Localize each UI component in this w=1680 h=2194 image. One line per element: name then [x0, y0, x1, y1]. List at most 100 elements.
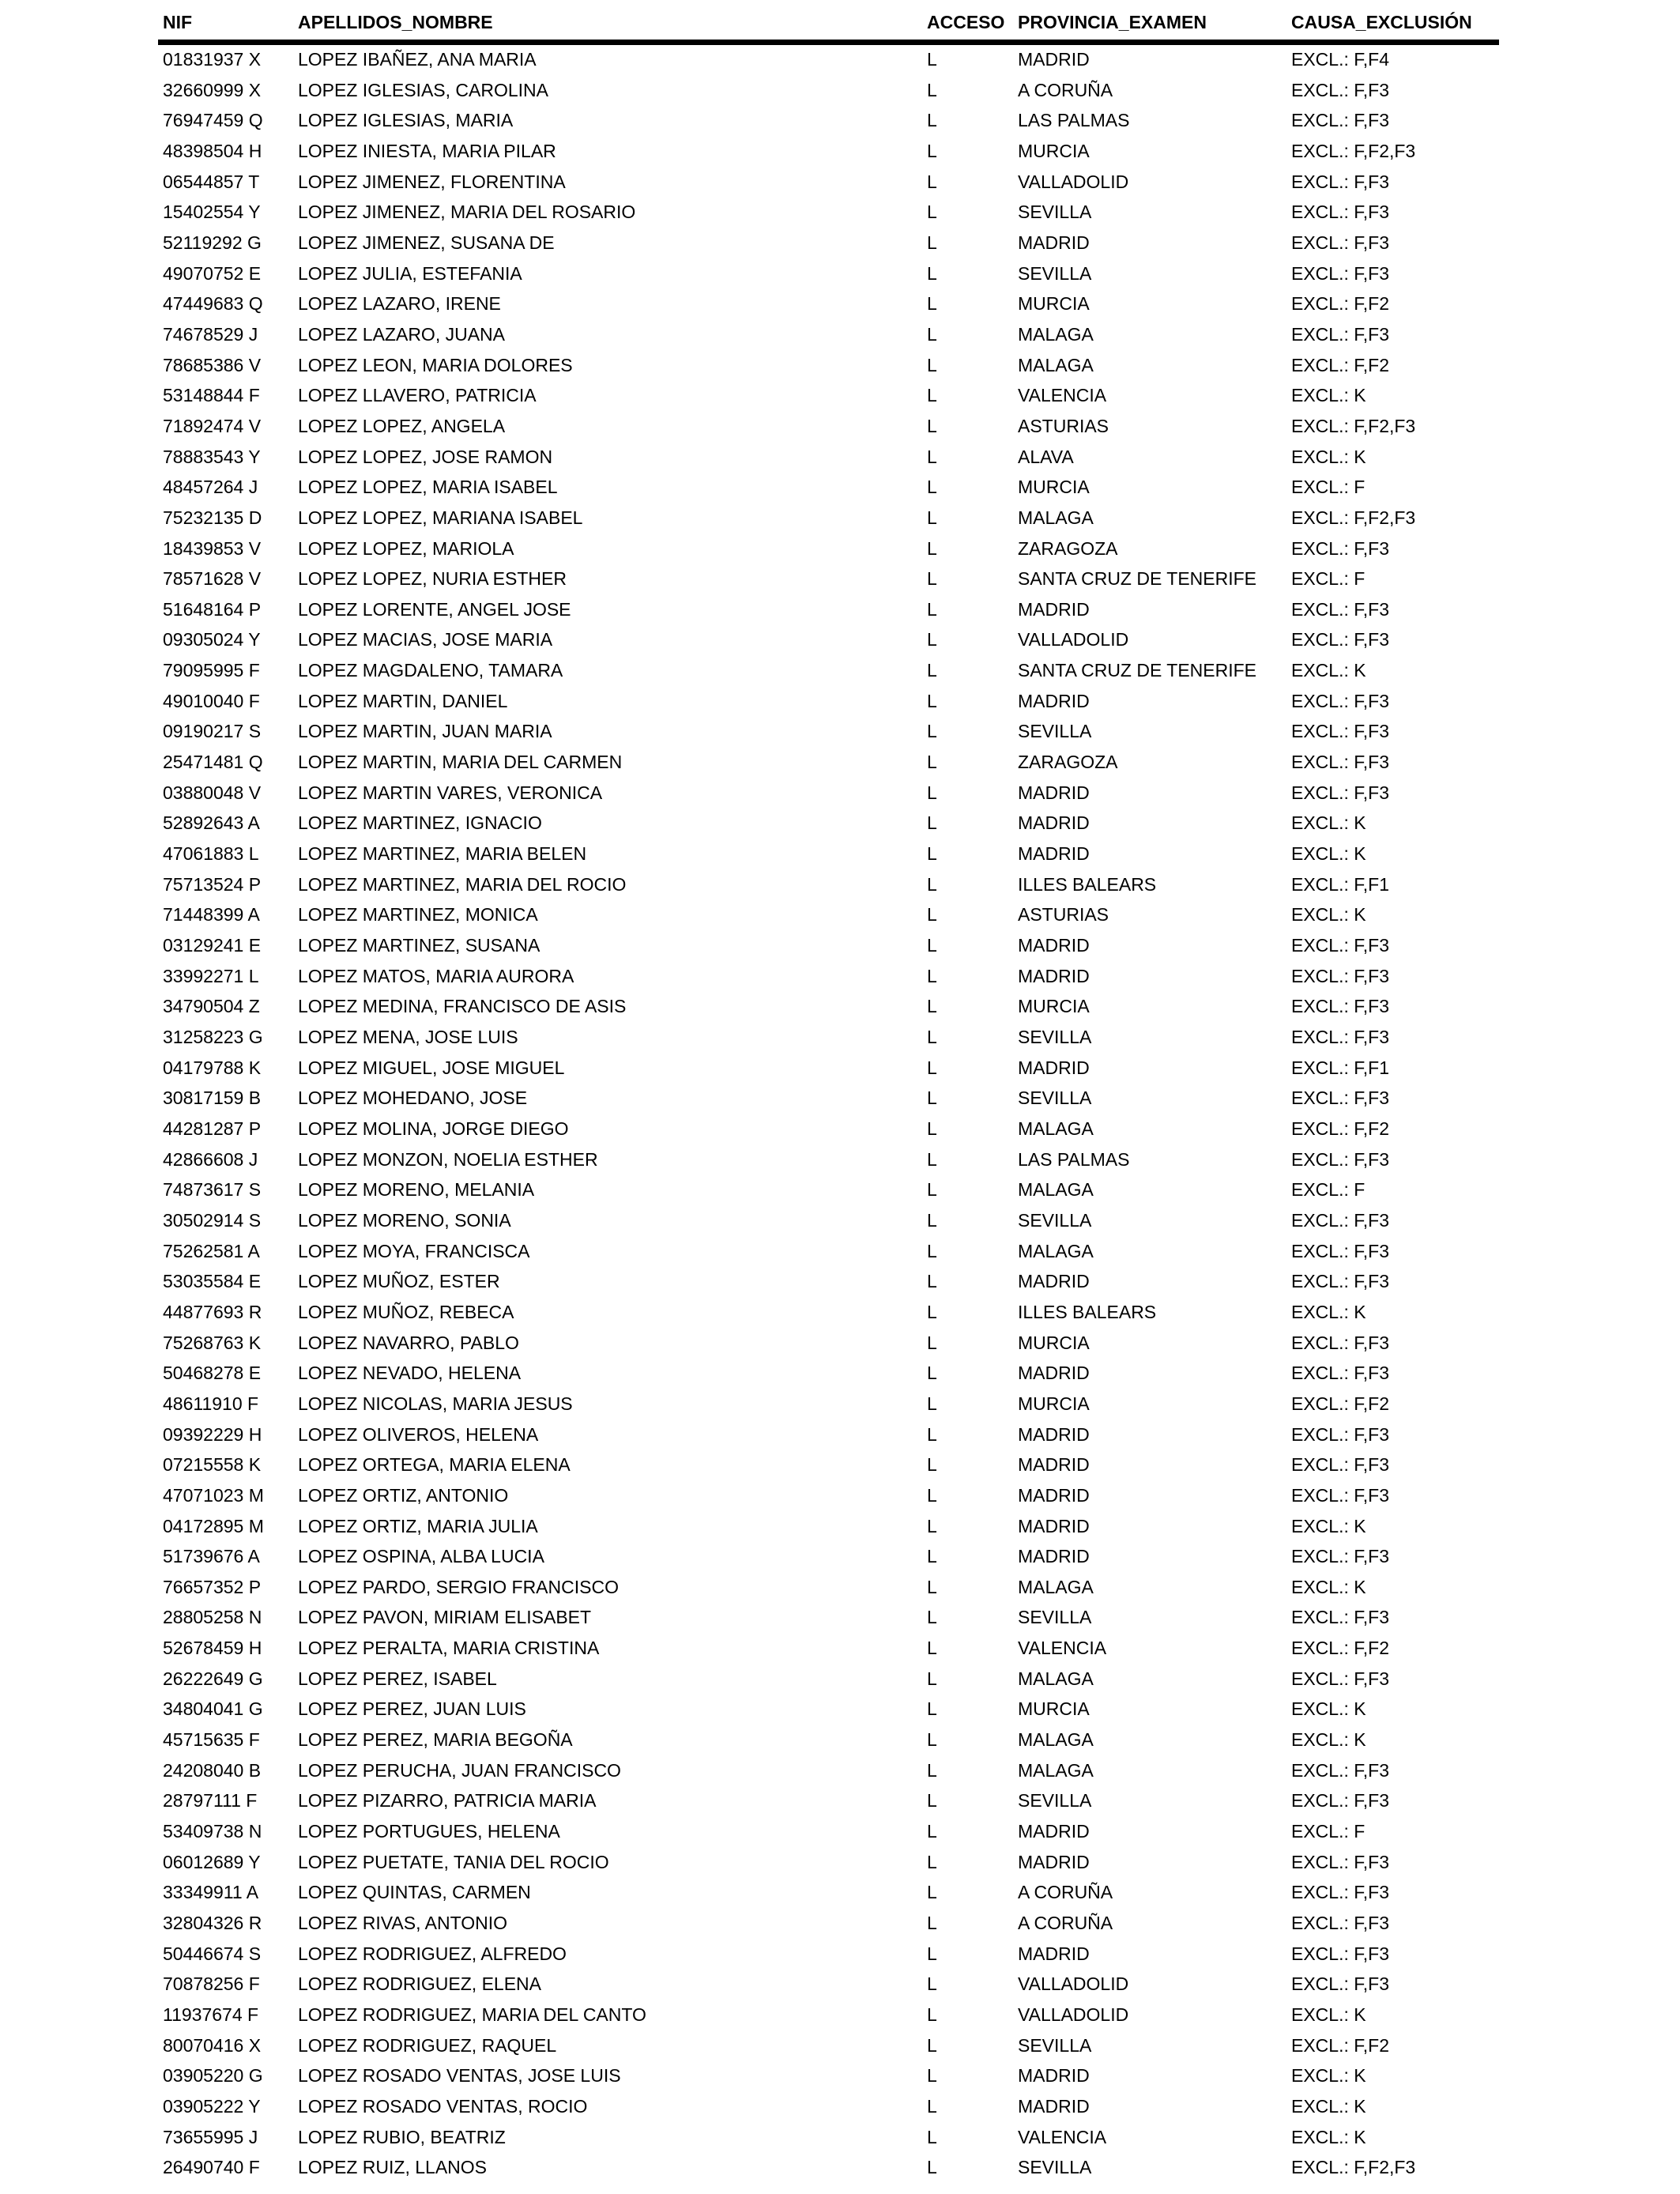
- causa-exclusion-cell: EXCL.: F,F4: [1291, 49, 1389, 70]
- acceso-cell: L: [927, 1515, 937, 1536]
- causa-exclusion-cell: EXCL.: K: [1291, 1515, 1366, 1536]
- nif-cell: 28797111 F: [163, 1790, 258, 1811]
- table-row: 48611910 F LOPEZ NICOLAS, MARIA JESUS L …: [0, 1389, 1680, 1419]
- acceso-cell: L: [927, 2126, 937, 2147]
- acceso-cell: L: [927, 415, 937, 436]
- acceso-cell: L: [927, 1759, 937, 1781]
- table-row: 49010040 F LOPEZ MARTIN, DANIEL L MADRID…: [0, 686, 1680, 717]
- nif-cell: 79095995 F: [163, 660, 260, 681]
- causa-exclusion-cell: EXCL.: F,F3: [1291, 1546, 1389, 1567]
- nif-cell: 48398504 H: [163, 140, 262, 161]
- provincia-examen-cell: MALAGA: [1018, 1759, 1094, 1781]
- causa-exclusion-cell: EXCL.: F,F3: [1291, 598, 1389, 620]
- table-row: 78571628 V LOPEZ LOPEZ, NURIA ESTHER L S…: [0, 564, 1680, 594]
- table-row: 44877693 R LOPEZ MUÑOZ, REBECA L ILLES B…: [0, 1297, 1680, 1328]
- apellidos-nombre-cell: LOPEZ ORTIZ, ANTONIO: [298, 1484, 509, 1506]
- apellidos-nombre-cell: LOPEZ ROSADO VENTAS, ROCIO: [298, 2095, 588, 2117]
- apellidos-nombre-cell: LOPEZ PUETATE, TANIA DEL ROCIO: [298, 1851, 609, 1872]
- provincia-examen-cell: ASTURIAS: [1018, 415, 1109, 436]
- causa-exclusion-cell: EXCL.: F,F3: [1291, 1271, 1389, 1292]
- table-row: 34804041 G LOPEZ PEREZ, JUAN LUIS L MURC…: [0, 1694, 1680, 1725]
- apellidos-nombre-cell: LOPEZ JIMENEZ, SUSANA DE: [298, 232, 555, 253]
- column-header-nif: NIF: [163, 12, 193, 32]
- nif-cell: 09392229 H: [163, 1423, 262, 1445]
- nif-cell: 50468278 E: [163, 1363, 262, 1384]
- acceso-cell: L: [927, 568, 937, 590]
- apellidos-nombre-cell: LOPEZ LOPEZ, ANGELA: [298, 415, 506, 436]
- apellidos-nombre-cell: LOPEZ MOYA, FRANCISCA: [298, 1240, 530, 1261]
- causa-exclusion-cell: EXCL.: F,F3: [1291, 171, 1389, 192]
- table-row: 33349911 A LOPEZ QUINTAS, CARMEN L A COR…: [0, 1877, 1680, 1908]
- acceso-cell: L: [927, 965, 937, 986]
- apellidos-nombre-cell: LOPEZ LAZARO, IRENE: [298, 293, 501, 315]
- apellidos-nombre-cell: LOPEZ PARDO, SERGIO FRANCISCO: [298, 1576, 619, 1597]
- acceso-cell: L: [927, 1973, 937, 1995]
- apellidos-nombre-cell: LOPEZ PORTUGUES, HELENA: [298, 1821, 560, 1842]
- apellidos-nombre-cell: LOPEZ RIVAS, ANTONIO: [298, 1913, 507, 1934]
- acceso-cell: L: [927, 537, 937, 559]
- acceso-cell: L: [927, 629, 937, 650]
- provincia-examen-cell: MADRID: [1018, 1454, 1090, 1476]
- apellidos-nombre-cell: LOPEZ MEDINA, FRANCISCO DE ASIS: [298, 996, 627, 1017]
- table-row: 01831937 X LOPEZ IBAÑEZ, ANA MARIA L MAD…: [0, 44, 1680, 75]
- provincia-examen-cell: SEVILLA: [1018, 1607, 1092, 1628]
- provincia-examen-cell: VALLADOLID: [1018, 2004, 1129, 2025]
- provincia-examen-cell: MADRID: [1018, 49, 1090, 70]
- causa-exclusion-cell: EXCL.: F,F3: [1291, 110, 1389, 131]
- nif-cell: 53035584 E: [163, 1271, 262, 1292]
- acceso-cell: L: [927, 1576, 937, 1597]
- table-row: 71448399 A LOPEZ MARTINEZ, MONICA L ASTU…: [0, 899, 1680, 930]
- causa-exclusion-cell: EXCL.: K: [1291, 843, 1366, 865]
- apellidos-nombre-cell: LOPEZ JIMENEZ, MARIA DEL ROSARIO: [298, 202, 636, 223]
- provincia-examen-cell: SANTA CRUZ DE TENERIFE: [1018, 660, 1257, 681]
- table-row: 25471481 Q LOPEZ MARTIN, MARIA DEL CARME…: [0, 747, 1680, 778]
- acceso-cell: L: [927, 812, 937, 834]
- nif-cell: 24208040 B: [163, 1759, 262, 1781]
- acceso-cell: L: [927, 171, 937, 192]
- apellidos-nombre-cell: LOPEZ IBAÑEZ, ANA MARIA: [298, 49, 537, 70]
- acceso-cell: L: [927, 1271, 937, 1292]
- table-row: 80070416 X LOPEZ RODRIGUEZ, RAQUEL L SEV…: [0, 2030, 1680, 2061]
- provincia-examen-cell: SEVILLA: [1018, 262, 1092, 284]
- apellidos-nombre-cell: LOPEZ NEVADO, HELENA: [298, 1363, 522, 1384]
- apellidos-nombre-cell: LOPEZ JULIA, ESTEFANIA: [298, 262, 522, 284]
- causa-exclusion-cell: EXCL.: F,F3: [1291, 1332, 1389, 1353]
- table-row: 32660999 X LOPEZ IGLESIAS, CAROLINA L A …: [0, 75, 1680, 106]
- causa-exclusion-cell: EXCL.: F,F2: [1291, 2034, 1389, 2056]
- provincia-examen-cell: MADRID: [1018, 2095, 1090, 2117]
- nif-cell: 52119292 G: [163, 232, 262, 253]
- apellidos-nombre-cell: LOPEZ MATOS, MARIA AURORA: [298, 965, 574, 986]
- table-row: 75232135 D LOPEZ LOPEZ, MARIANA ISABEL L…: [0, 503, 1680, 533]
- causa-exclusion-cell: EXCL.: F,F3: [1291, 629, 1389, 650]
- acceso-cell: L: [927, 1027, 937, 1047]
- acceso-cell: L: [927, 690, 937, 711]
- acceso-cell: L: [927, 1057, 937, 1078]
- column-header-apellidos-nombre: APELLIDOS_NOMBRE: [298, 12, 493, 32]
- acceso-cell: L: [927, 1240, 937, 1261]
- provincia-examen-cell: MALAGA: [1018, 507, 1094, 528]
- acceso-cell: L: [927, 1698, 937, 1720]
- causa-exclusion-cell: EXCL.: F,F3: [1291, 1363, 1389, 1384]
- nif-cell: 30817159 B: [163, 1088, 262, 1109]
- table-row: 48457264 J LOPEZ LOPEZ, MARIA ISABEL L M…: [0, 472, 1680, 503]
- nif-cell: 76947459 Q: [163, 110, 263, 131]
- acceso-cell: L: [927, 507, 937, 528]
- provincia-examen-cell: ZARAGOZA: [1018, 752, 1118, 773]
- provincia-examen-cell: SEVILLA: [1018, 1027, 1092, 1047]
- nif-cell: 51739676 A: [163, 1546, 260, 1567]
- provincia-examen-cell: MURCIA: [1018, 1393, 1090, 1414]
- causa-exclusion-cell: EXCL.: K: [1291, 1698, 1366, 1720]
- acceso-cell: L: [927, 1546, 937, 1567]
- apellidos-nombre-cell: LOPEZ PAVON, MIRIAM ELISABET: [298, 1607, 592, 1628]
- table-row: 49070752 E LOPEZ JULIA, ESTEFANIA L SEVI…: [0, 258, 1680, 289]
- nif-cell: 49010040 F: [163, 690, 260, 711]
- table-row: 75713524 P LOPEZ MARTINEZ, MARIA DEL ROC…: [0, 869, 1680, 900]
- acceso-cell: L: [927, 110, 937, 131]
- nif-cell: 78685386 V: [163, 354, 262, 375]
- table-row: 06544857 T LOPEZ JIMENEZ, FLORENTINA L V…: [0, 167, 1680, 198]
- table-header: NIF APELLIDOS_NOMBRE ACCESO PROVINCIA_EX…: [0, 8, 1680, 36]
- apellidos-nombre-cell: LOPEZ PERALTA, MARIA CRISTINA: [298, 1638, 600, 1659]
- acceso-cell: L: [927, 1209, 937, 1231]
- causa-exclusion-cell: EXCL.: F,F3: [1291, 1882, 1389, 1903]
- causa-exclusion-cell: EXCL.: F,F2: [1291, 1118, 1389, 1139]
